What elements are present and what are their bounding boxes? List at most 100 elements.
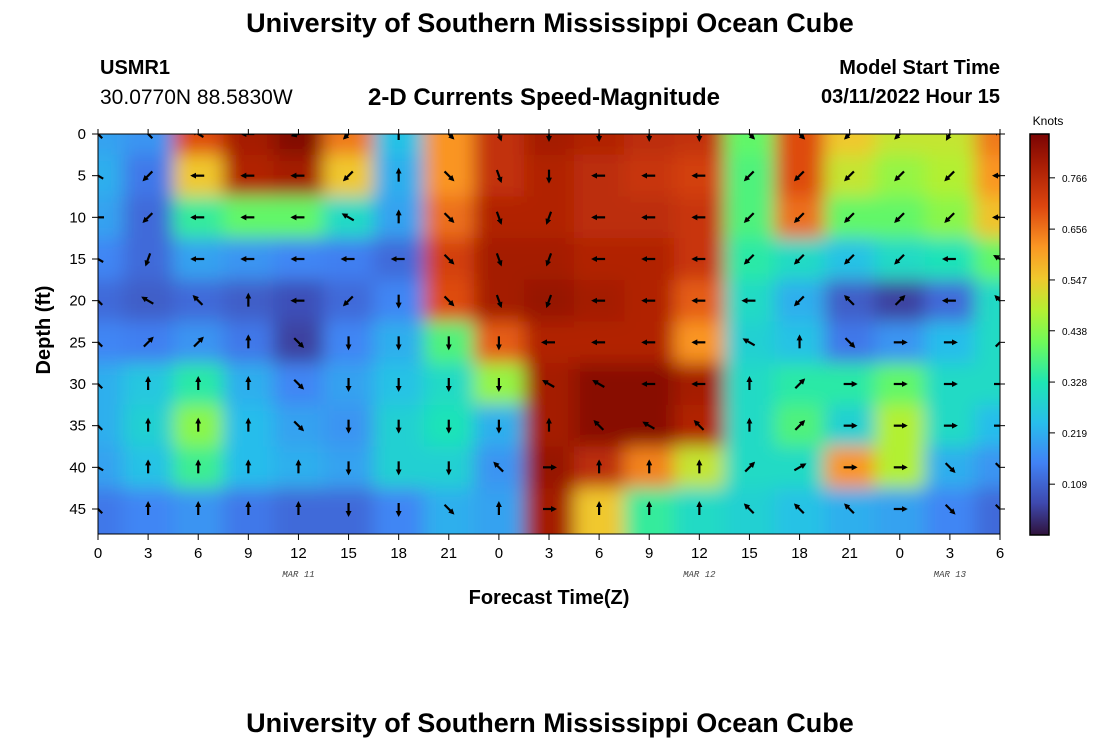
current-vector-arrow: [545, 294, 553, 309]
x-tick-label: 18: [791, 545, 808, 562]
heatmap-cell: [98, 321, 125, 365]
current-vector-arrow: [142, 170, 154, 182]
heatmap-cell: [974, 134, 1000, 156]
x-tick-label: 21: [841, 545, 858, 562]
current-vector-arrow: [542, 380, 555, 388]
model-start-value: 03/11/2022 Hour 15: [820, 86, 1000, 108]
colorbar-scale: [1029, 133, 1050, 536]
current-vector-arrow: [290, 134, 303, 138]
current-vector-arrow: [191, 134, 204, 138]
current-vector-arrow: [144, 252, 152, 267]
current-vector-arrow: [495, 252, 503, 267]
heatmap-cell: [674, 134, 726, 156]
colorbar-tick-label: 0.438: [1062, 327, 1087, 338]
current-vector-arrow: [944, 212, 955, 223]
current-vector-arrow: [994, 336, 1000, 348]
heatmap-cell: [273, 134, 325, 156]
heatmap-cell: [974, 488, 1000, 534]
y-tick-label: 25: [69, 334, 86, 351]
current-vector-arrow: [742, 338, 756, 347]
x-tick-label: 9: [645, 545, 653, 562]
y-tick-label: 45: [69, 501, 86, 518]
current-vector-arrow: [545, 252, 553, 267]
current-vector-arrow: [894, 134, 902, 140]
page-title: University of Southern Mississippi Ocean…: [246, 8, 854, 38]
current-vector-arrow: [592, 379, 605, 388]
current-vector-arrow: [192, 295, 204, 306]
current-vector-arrow: [493, 461, 504, 473]
current-vector-arrow: [743, 503, 755, 515]
heatmap-cell: [523, 488, 576, 534]
colorbar-tick-label: 0.656: [1062, 225, 1087, 236]
date-labels: MAR 11 MAR 12 MAR 13: [282, 570, 966, 580]
heatmap-cell: [98, 279, 125, 323]
heatmap-cell: [98, 238, 125, 281]
y-axis-label: Depth (ft): [33, 286, 55, 375]
y-tick-label: 15: [69, 251, 86, 268]
heatmap-cell: [423, 134, 475, 156]
current-vector-arrow: [793, 212, 805, 223]
current-vector-arrow: [98, 174, 104, 180]
heatmap-cell: [323, 134, 375, 156]
current-vector-arrow: [944, 170, 955, 182]
y-tick-label: 20: [69, 293, 86, 310]
heatmap-cell: [974, 446, 1000, 490]
x-tick-label: 12: [290, 545, 307, 562]
colorbar: Knots 0.109 0.219 0.328 0.438 0.547 0.656 0.76…: [1029, 114, 1087, 536]
y-tick-label: 30: [69, 376, 86, 393]
heatmap-cell: [98, 446, 125, 490]
current-vector-arrow: [894, 212, 905, 223]
current-vector-arrow: [342, 170, 354, 182]
current-vector-arrow: [844, 253, 855, 265]
y-tick-label: 35: [69, 418, 86, 435]
current-vector-arrow: [844, 134, 852, 140]
x-axis: 0 3 6 9 12 15 18 21 0 3 6 9 12 15 18 21 0 3 6: [94, 129, 1004, 562]
x-tick-label: 0: [896, 545, 904, 562]
current-vector-arrow: [98, 257, 104, 263]
current-vector-arrow: [495, 169, 503, 184]
current-vector-arrow: [945, 134, 952, 141]
y-tick-label: 5: [78, 168, 86, 185]
current-vector-arrow: [143, 336, 154, 348]
y-tick-label: 10: [69, 209, 86, 226]
current-vectors: [98, 134, 1000, 517]
x-tick-label: 6: [996, 545, 1004, 562]
x-tick-label: 0: [495, 545, 503, 562]
speed-heatmap: [98, 134, 1000, 534]
current-vector-arrow: [743, 253, 755, 265]
heatmap-cell: [373, 134, 425, 156]
current-vector-arrow: [844, 337, 856, 348]
x-tick-label: 0: [94, 545, 102, 562]
heatmap-cell: [223, 134, 275, 156]
current-vector-arrow: [293, 378, 305, 390]
model-start-label: Model Start Time: [839, 57, 1000, 79]
current-vector-arrow: [794, 378, 806, 390]
heatmap-cell: [123, 134, 175, 156]
current-vector-arrow: [545, 211, 553, 225]
current-vector-arrow: [994, 462, 1000, 473]
current-vector-arrow: [793, 295, 805, 307]
current-vector-arrow: [747, 134, 756, 140]
heatmap-cell: [98, 404, 125, 448]
plot-title: 2-D Currents Speed-Magnitude: [368, 84, 721, 111]
current-vector-arrow: [793, 503, 805, 515]
colorbar-tick-label: 0.328: [1062, 378, 1087, 389]
current-vector-arrow: [142, 134, 154, 140]
date-label: MAR 11: [282, 570, 314, 580]
x-tick-label: 6: [595, 545, 603, 562]
x-tick-label: 3: [144, 545, 152, 562]
current-vector-arrow: [894, 295, 906, 306]
heatmap-cell: [98, 154, 125, 198]
current-vector-arrow: [642, 421, 655, 430]
heatmap-cell: [624, 134, 676, 156]
colorbar-tick-label: 0.766: [1062, 174, 1087, 185]
current-vector-arrow: [743, 170, 755, 182]
current-vector-arrow: [994, 503, 1000, 515]
heatmap-cell: [724, 134, 776, 156]
station-id: USMR1: [100, 57, 171, 79]
heatmap-cell: [874, 134, 926, 156]
current-vector-arrow: [293, 337, 305, 348]
current-vector-arrow: [443, 295, 455, 307]
heatmap-cell: [98, 488, 125, 534]
